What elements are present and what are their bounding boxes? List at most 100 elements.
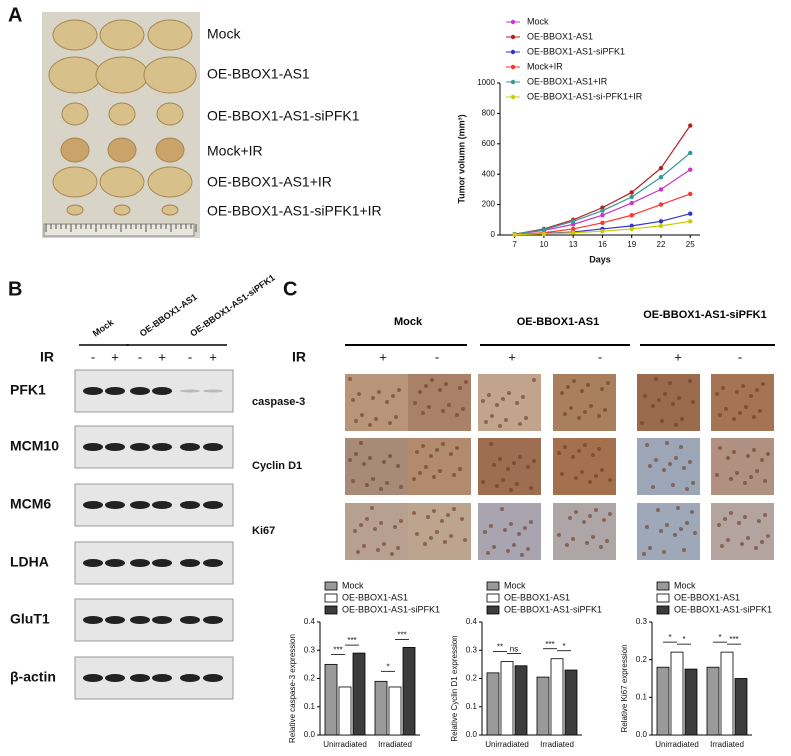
legend-label: OE-BBOX1-AS1-siPFK1: [527, 46, 625, 56]
legend-marker: [510, 94, 516, 100]
ihc-cell: [557, 451, 561, 455]
ihc-cell: [481, 399, 485, 403]
tumor: [113, 204, 131, 216]
ihc-cell: [449, 452, 453, 456]
point: [688, 219, 693, 224]
ihc-cell: [435, 530, 439, 534]
x-tick-label: 7: [512, 240, 517, 249]
significance-label: *: [562, 642, 565, 651]
ihc-cell: [368, 423, 372, 427]
ihc-cell: [574, 510, 578, 514]
ihc-cell: [586, 383, 590, 387]
ihc-cell: [385, 481, 389, 485]
ihc-cell: [356, 550, 360, 554]
legend-label: OE-BBOX1-AS1-si-PFK1+IR: [527, 91, 643, 101]
point: [512, 232, 517, 237]
stain-label: Cyclin D1: [252, 460, 302, 472]
ihc-cell: [608, 478, 612, 482]
ihc-cell: [679, 445, 683, 449]
ihc-cell: [680, 417, 684, 421]
ihc-cell: [500, 507, 504, 511]
y-tick-label: 0: [491, 230, 496, 239]
blot-band: [180, 559, 200, 567]
ihc-cell: [507, 391, 511, 395]
blot-band: [152, 443, 172, 451]
bar: [656, 666, 670, 736]
y-tick-label: 1000: [477, 78, 495, 87]
ihc-cell: [717, 523, 721, 527]
legend-marker: [510, 49, 516, 55]
panel-label: C: [283, 278, 297, 300]
point: [629, 223, 634, 229]
x-tick-label: 10: [539, 240, 548, 249]
ihc-cell: [606, 381, 610, 385]
ihc-cell: [374, 417, 378, 421]
ihc-cell: [512, 543, 516, 547]
ihc-cell: [359, 441, 363, 445]
ihc-cell: [446, 513, 450, 517]
ihc-cell: [755, 469, 759, 473]
blot-band: [203, 674, 223, 682]
y-axis-label: Relative Cyclin D1 expression: [450, 635, 459, 741]
ihc-cell: [715, 392, 719, 396]
ihc-cell: [354, 452, 358, 456]
blot-band: [105, 387, 125, 395]
legend-label: OE-BBOX1-AS1-siPFK1: [342, 604, 440, 614]
ihc-cell: [495, 484, 499, 488]
bar: [514, 665, 528, 736]
bar: [374, 680, 388, 736]
legend-marker: [510, 79, 516, 85]
ihc-cell: [452, 473, 456, 477]
significance-label: ***: [397, 631, 406, 640]
ihc-cell: [572, 379, 576, 383]
ihc-cell: [665, 523, 669, 527]
ihc-cell: [657, 398, 661, 402]
ihc-cell: [397, 388, 401, 392]
significance-label: **: [497, 643, 503, 652]
ihc-cell: [429, 536, 433, 540]
ihc-cell: [766, 452, 770, 456]
point: [600, 208, 605, 213]
bar: [388, 686, 402, 736]
point: [658, 202, 664, 207]
ihc-cell: [726, 538, 730, 542]
ihc-cell: [461, 407, 465, 411]
ihc-cell: [749, 394, 753, 398]
ir-label: IR: [292, 349, 306, 365]
legend-label: Mock: [504, 580, 526, 590]
ihc-cell: [662, 468, 666, 472]
ihc-cell: [495, 403, 499, 407]
ihc-cell: [600, 387, 604, 391]
point: [600, 229, 605, 234]
ihc-cell: [390, 552, 394, 556]
blot-band: [203, 443, 223, 451]
ihc-cell: [737, 521, 741, 525]
ihc-cell: [594, 508, 598, 512]
ihc-cell: [351, 479, 355, 483]
bar: [324, 663, 338, 736]
x-tick-label: 22: [657, 240, 666, 249]
ihc-cell: [691, 481, 695, 485]
x-tick-label: Unirradiated: [485, 740, 529, 749]
point: [688, 167, 693, 172]
bar: [706, 666, 720, 736]
stain-label: Ki67: [252, 525, 275, 537]
ihc-cell: [385, 400, 389, 404]
legend-swatch: [324, 605, 338, 615]
ihc-cell: [574, 476, 578, 480]
ihc-cell: [761, 382, 765, 386]
ihc-cell: [526, 465, 530, 469]
x-tick-label: 19: [627, 240, 636, 249]
ihc-cell: [582, 520, 586, 524]
ihc-cell: [348, 377, 352, 381]
ihc-cell: [757, 519, 761, 523]
legend-label: OE-BBOX1-AS1-siPFK1: [674, 604, 772, 614]
ihc-cell: [668, 381, 672, 385]
ihc-cell: [441, 442, 445, 446]
legend-label: Mock: [342, 580, 364, 590]
point: [658, 165, 664, 171]
legend-swatch: [486, 581, 500, 591]
point: [658, 187, 664, 192]
ihc-cell: [718, 413, 722, 417]
ihc-cell: [591, 535, 595, 539]
